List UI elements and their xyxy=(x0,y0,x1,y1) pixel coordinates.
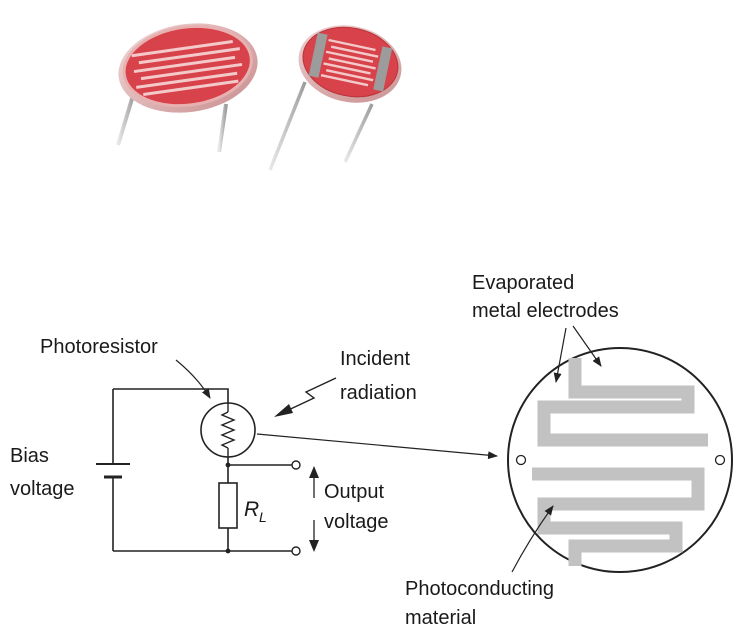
lower-electrode xyxy=(532,467,705,566)
photoconducting-label-line1: Photoconducting xyxy=(405,578,554,600)
left-ldr-cell xyxy=(118,23,258,113)
output-label-line2: voltage xyxy=(324,511,389,533)
evaporated-label-line1: Evaporated xyxy=(472,272,574,294)
photoconducting-label-line2: material xyxy=(405,607,476,629)
photoresistor-pointer xyxy=(175,359,211,399)
battery-symbol xyxy=(96,463,130,479)
wire-top xyxy=(113,388,229,403)
photoconducting-pointer xyxy=(511,505,554,573)
mount-hole-left xyxy=(515,454,527,466)
photoresistor-label: Photoresistor xyxy=(40,336,158,358)
bias-label-line1: Bias xyxy=(10,445,49,467)
magnify-arrow xyxy=(256,433,498,460)
rl-subscript: L xyxy=(259,509,267,525)
output-voltage-arrow xyxy=(309,466,319,552)
right-cell-leads xyxy=(268,81,374,171)
left-cell-leads xyxy=(116,91,228,153)
circuit-schematic xyxy=(96,359,498,556)
incident-label-line2: radiation xyxy=(340,382,417,404)
load-resistor-icon xyxy=(218,482,238,529)
mount-hole-right xyxy=(714,454,726,466)
zigzag-arrow-icon xyxy=(274,377,337,417)
magnified-cell xyxy=(507,325,733,573)
right-ldr-cell xyxy=(298,25,402,103)
rl-label: R xyxy=(244,498,259,521)
ldr-photo xyxy=(116,23,402,171)
circled-resistor-icon xyxy=(200,402,256,458)
electrode-pointer-left xyxy=(553,327,567,383)
bias-label-line2: voltage xyxy=(10,478,75,500)
cell-outline xyxy=(507,347,733,573)
upper-electrode xyxy=(537,358,708,447)
output-terminal-top xyxy=(291,460,301,470)
output-label-line1: Output xyxy=(324,481,384,503)
evaporated-label-line2: metal electrodes xyxy=(472,300,619,322)
output-terminal-bottom xyxy=(291,546,301,556)
incident-label-line1: Incident xyxy=(340,348,410,370)
electrode-pointer-right xyxy=(572,325,602,367)
